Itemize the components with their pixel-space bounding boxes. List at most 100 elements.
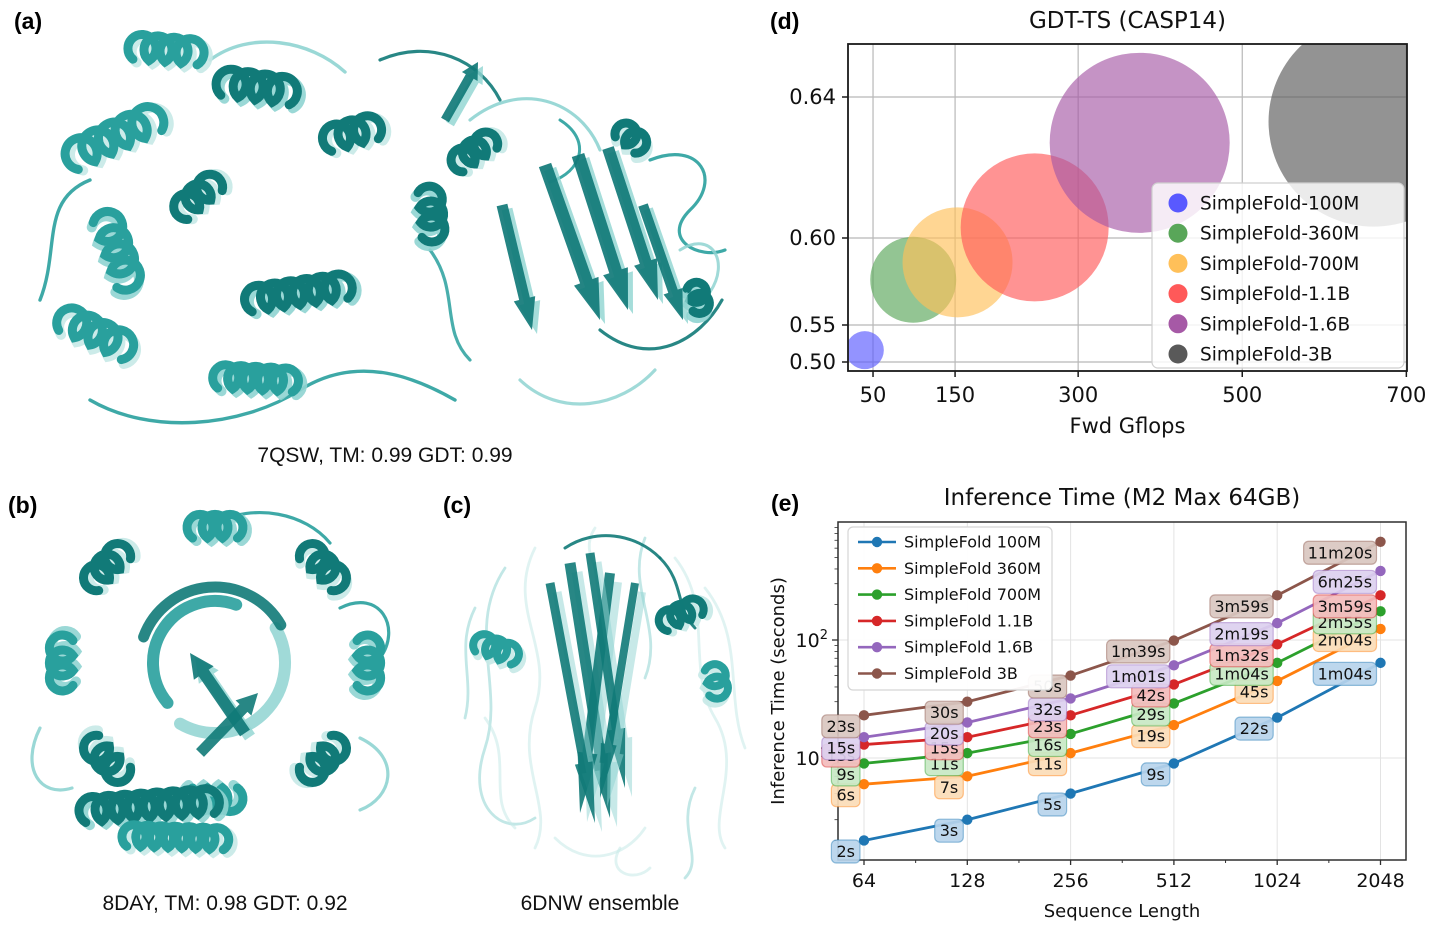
panel-letter-c: (c) bbox=[443, 492, 472, 518]
d-legend-marker bbox=[1168, 344, 1188, 364]
data-point bbox=[858, 835, 870, 846]
d-x-tick-label: 700 bbox=[1386, 383, 1426, 407]
chart-element bbox=[318, 111, 387, 156]
value-label-text: 2m19s bbox=[1214, 625, 1268, 644]
value-label-text: 45s bbox=[1240, 682, 1269, 701]
caption-panel-b: 8DAY, TM: 0.98 GDT: 0.92 bbox=[102, 892, 348, 915]
loop-motif bbox=[478, 566, 537, 826]
d-y-tick-label: 0.50 bbox=[789, 350, 836, 374]
value-label-text: 1m04s bbox=[1318, 664, 1372, 683]
data-point bbox=[962, 696, 973, 707]
beta-sheet-motif bbox=[190, 653, 250, 737]
caption-panel-c: 6DNW ensemble bbox=[520, 892, 680, 915]
data-point bbox=[1375, 536, 1386, 547]
e-legend-marker bbox=[871, 536, 883, 548]
value-label-text: 20s bbox=[930, 724, 959, 743]
loop-motif bbox=[38, 178, 92, 302]
chart-element bbox=[610, 118, 652, 158]
d-legend-marker bbox=[1168, 223, 1188, 243]
chart-element bbox=[413, 181, 450, 247]
bubble-series-group bbox=[848, 44, 1407, 370]
data-point bbox=[1272, 657, 1283, 669]
helix-motif bbox=[240, 269, 362, 320]
d-x-tick-label: 300 bbox=[1058, 383, 1098, 407]
e-x-axis-label: Sequence Length bbox=[1044, 901, 1201, 922]
d-x-tick-label: 500 bbox=[1222, 383, 1262, 407]
value-label-box bbox=[1312, 661, 1378, 686]
chart-element: 10 bbox=[796, 630, 820, 652]
value-label-text: 3m59s bbox=[1214, 597, 1268, 616]
beta-sheet-motif bbox=[602, 146, 658, 300]
value-label-box bbox=[1209, 622, 1274, 647]
beta-sheet-motif bbox=[496, 203, 536, 330]
loop-motif bbox=[553, 826, 647, 858]
chart-element bbox=[654, 594, 708, 636]
loop-motif bbox=[658, 556, 697, 630]
data-point bbox=[1168, 660, 1180, 671]
data-point bbox=[1168, 758, 1180, 769]
loop-motif bbox=[648, 153, 727, 255]
e-legend-marker bbox=[871, 615, 883, 627]
helix-motif bbox=[654, 594, 714, 637]
chart-element bbox=[52, 303, 139, 365]
loop-motif bbox=[378, 49, 502, 102]
data-point bbox=[1168, 635, 1180, 646]
helix-motif bbox=[86, 207, 145, 300]
bubble-simplefold-3b bbox=[1268, 44, 1407, 227]
chart-element: 10 bbox=[796, 748, 820, 770]
d-legend-label: SimpleFold-1.6B bbox=[1200, 314, 1350, 335]
d-legend-label: SimpleFold-1.1B bbox=[1200, 284, 1350, 305]
d-legend: SimpleFold-100M SimpleFold-360M SimpleFold… bbox=[1151, 182, 1405, 369]
loop-motif bbox=[358, 736, 390, 812]
data-point bbox=[1272, 639, 1283, 650]
e-legend-marker bbox=[871, 563, 883, 574]
value-label-box bbox=[1140, 762, 1171, 787]
helix-motif bbox=[294, 539, 353, 601]
helix-motif bbox=[117, 820, 238, 859]
gdt-ts-bubble-chart: 50 150 300 500 700 0.50 0.55 0.60 0.64 GDT-TS (CA… bbox=[789, 8, 1426, 438]
value-label-text: 3s bbox=[940, 821, 959, 840]
chart-element bbox=[294, 539, 351, 596]
helix-motif bbox=[44, 626, 83, 696]
beta-sheet-motif bbox=[600, 582, 639, 798]
d-x-tick-label: 50 bbox=[860, 383, 887, 407]
value-label-text: 23s bbox=[827, 717, 856, 736]
value-label-box bbox=[1106, 664, 1171, 689]
loop-motif bbox=[637, 536, 653, 680]
beta-sheet-motif bbox=[638, 203, 683, 320]
loop-motif bbox=[428, 248, 472, 362]
helix-motif bbox=[410, 181, 450, 252]
data-point bbox=[1168, 679, 1180, 690]
data-point bbox=[858, 758, 870, 769]
panel-letter-e: (e) bbox=[771, 490, 800, 516]
barrel-arc bbox=[174, 622, 291, 739]
value-label-box bbox=[934, 818, 964, 843]
e-legend-label: SimpleFold 3B bbox=[904, 664, 1018, 683]
loop-motif bbox=[678, 242, 720, 294]
value-label-text: 42s bbox=[1136, 686, 1165, 705]
chart-element bbox=[294, 730, 351, 787]
value-label-text: 5s bbox=[1043, 795, 1062, 814]
chart-element: 2 bbox=[820, 628, 828, 643]
helix-motif bbox=[698, 660, 732, 708]
loop-motif bbox=[683, 786, 697, 880]
helix-motif bbox=[52, 303, 141, 369]
value-label-box bbox=[1312, 569, 1378, 595]
loop-motif bbox=[518, 368, 657, 406]
value-label-text: 1m39s bbox=[1111, 642, 1165, 661]
data-point bbox=[1272, 712, 1283, 723]
data-point bbox=[1065, 710, 1076, 721]
value-label-text: 1m01s bbox=[1111, 667, 1165, 686]
loop-motif bbox=[598, 298, 724, 351]
chart-element bbox=[169, 169, 228, 224]
loop-motif bbox=[703, 586, 747, 750]
e-legend-marker bbox=[871, 668, 883, 679]
data-point bbox=[962, 747, 973, 759]
data-point bbox=[962, 814, 973, 825]
value-label-box bbox=[830, 839, 861, 864]
e-x-tick-label: 128 bbox=[949, 870, 985, 892]
helix-motif bbox=[79, 537, 141, 596]
chart-element bbox=[446, 127, 503, 177]
d-legend-marker bbox=[1168, 314, 1188, 334]
